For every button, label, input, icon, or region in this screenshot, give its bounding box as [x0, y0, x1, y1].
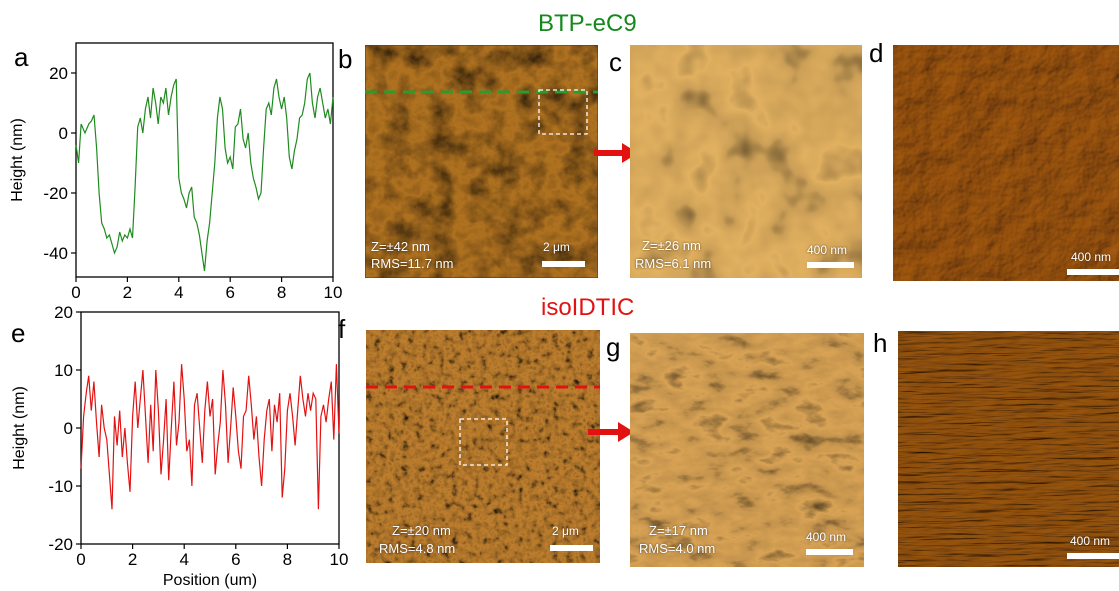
- afm-image-c: Z=±26 nm RMS=6.1 nm 400 nm: [630, 45, 862, 278]
- x-tick-label: 2: [128, 550, 137, 569]
- y-tick-label: 0: [59, 124, 68, 143]
- title-btp-ec9: BTP-eC9: [538, 10, 637, 37]
- panel-letter-g: g: [606, 332, 621, 362]
- height-profile-line: [80, 364, 340, 510]
- x-tick-label: 4: [179, 550, 188, 569]
- y-tick-label: 0: [64, 419, 73, 438]
- x-tick-label: 10: [330, 550, 349, 569]
- afm-texture-h: [898, 331, 1119, 567]
- scale-bar-b: [542, 261, 585, 267]
- afm-image-b: Z=±42 nm RMS=11.7 nm 2 μm: [365, 45, 598, 278]
- panel-letter-c: c: [609, 47, 622, 77]
- panel-letter-e: e: [11, 318, 26, 348]
- y-tick-label: 10: [54, 361, 73, 380]
- x-tick-label: 8: [277, 283, 286, 300]
- rms-f: RMS=4.8 nm: [379, 541, 456, 556]
- x-tick-label: 4: [174, 283, 183, 300]
- arrow-b-to-c: [594, 143, 638, 163]
- y-tick-label: -40: [43, 244, 68, 263]
- scale-label-d: 400 nm: [1071, 250, 1112, 264]
- zoom-box-b: [538, 89, 588, 135]
- afm-texture-b: [365, 45, 598, 278]
- panel-letter-f: f: [338, 314, 346, 344]
- x-tick-label: 2: [123, 283, 132, 300]
- afm-texture-f: [366, 330, 600, 563]
- plot-frame: [75, 42, 334, 278]
- z-range-f: Z=±20 nm: [392, 523, 451, 538]
- afm-texture-d: [893, 45, 1119, 281]
- scale-bar-f: [550, 545, 593, 551]
- y-axis-title: Height (nm): [11, 386, 28, 470]
- panel-letter-h: h: [873, 328, 888, 358]
- afm-image-g: Z=±17 nm RMS=4.0 nm 400 nm: [630, 333, 864, 567]
- x-axis-title: Position (um): [163, 572, 257, 589]
- zoom-box-f: [459, 418, 508, 466]
- rms-c: RMS=6.1 nm: [635, 256, 712, 271]
- y-tick-label: -10: [48, 477, 73, 496]
- x-tick-label: 8: [283, 550, 292, 569]
- y-tick-label: -20: [43, 184, 68, 203]
- z-range-g: Z=±17 nm: [649, 523, 708, 538]
- panel-letter-d: d: [869, 38, 884, 68]
- scale-label-h: 400 nm: [1070, 534, 1111, 548]
- panel-letter-b: b: [338, 44, 353, 74]
- scale-bar-g: [806, 549, 853, 555]
- afm-texture-g: [630, 333, 864, 567]
- y-axis-title: Height (nm): [9, 118, 26, 202]
- z-range-b: Z=±42 nm: [371, 239, 430, 254]
- y-tick-label: 20: [49, 64, 68, 83]
- rms-g: RMS=4.0 nm: [639, 541, 716, 556]
- x-tick-label: 6: [225, 283, 234, 300]
- height-profile-chart-e: 0 2 4 6 8 10 20 10 0 -10 -20 Height (nm) Position (u…: [11, 303, 349, 589]
- afm-image-d: 400 nm: [893, 45, 1119, 281]
- title-isoidtic: isoIDTIC: [541, 294, 635, 321]
- y-tick-label: 20: [54, 303, 73, 322]
- scale-label-f: 2 μm: [552, 524, 579, 538]
- height-profile-line: [75, 72, 334, 272]
- scale-label-g: 400 nm: [806, 530, 847, 544]
- x-tick-label: 0: [76, 550, 85, 569]
- arrow-f-to-g: [588, 422, 634, 442]
- x-tick-label: 0: [71, 283, 80, 300]
- afm-texture-c: [630, 45, 862, 278]
- height-profile-chart-a: 0 2 4 6 8 10 20 0 -20 -40 Height (nm): [9, 42, 343, 300]
- afm-image-h: 400 nm: [898, 331, 1119, 567]
- panel-letter-a: a: [14, 42, 29, 72]
- rms-b: RMS=11.7 nm: [371, 256, 454, 271]
- afm-image-f: Z=±20 nm RMS=4.8 nm 2 μm: [366, 330, 600, 563]
- scale-label-b: 2 μm: [543, 240, 570, 254]
- scale-bar-c: [807, 262, 854, 268]
- x-tick-label: 6: [231, 550, 240, 569]
- scale-bar-h: [1067, 553, 1119, 559]
- scale-label-c: 400 nm: [807, 243, 848, 257]
- x-tick-label: 10: [324, 283, 343, 300]
- z-range-c: Z=±26 nm: [642, 238, 701, 253]
- scale-bar-d: [1067, 269, 1119, 275]
- plot-frame: [80, 311, 340, 545]
- y-tick-label: -20: [48, 535, 73, 554]
